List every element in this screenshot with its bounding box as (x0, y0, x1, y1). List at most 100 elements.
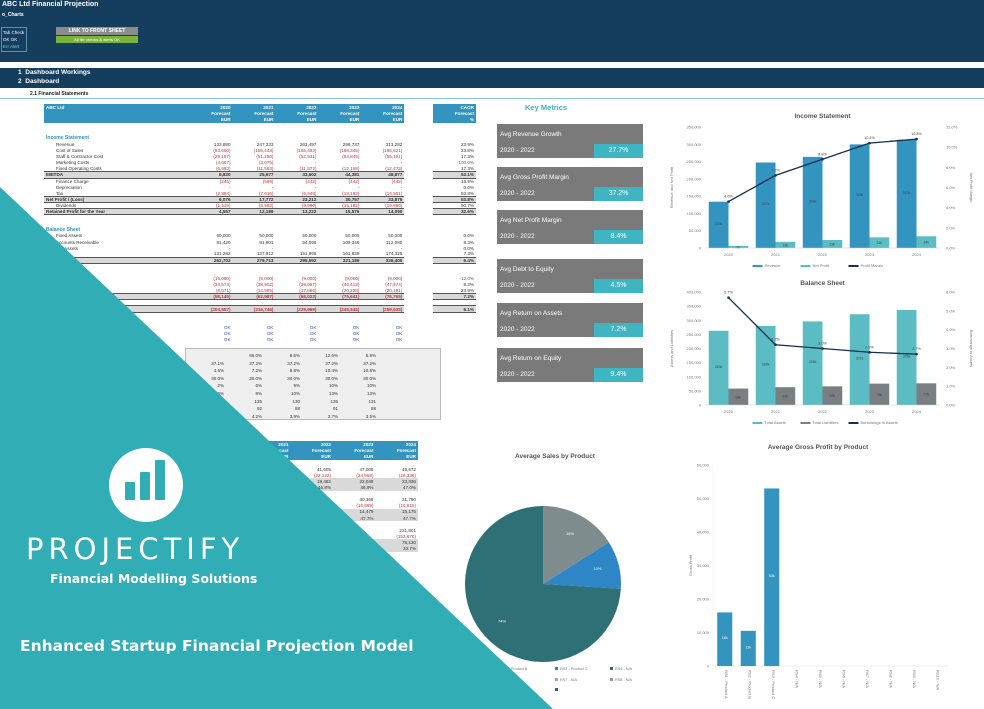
metric-value: 27.7% (594, 144, 643, 158)
metric-label: Avg Return on Assets (500, 310, 563, 317)
cell-value: (29,187) (213, 154, 231, 160)
svg-text:18k: 18k (783, 243, 789, 247)
ratio-value: 6% (255, 383, 262, 389)
bar (755, 325, 776, 405)
svg-text:Gross Profit: Gross Profit (688, 554, 693, 576)
svg-text:Average Sales by Product: Average Sales by Product (515, 453, 596, 460)
ratio-value: 3% (217, 390, 224, 396)
row-label: Finance Charge (56, 178, 89, 184)
ratio-value: 13% (366, 390, 376, 396)
bar (896, 139, 917, 248)
svg-text:10.8%: 10.8% (911, 132, 922, 136)
svg-text:RS7 - N/A: RS7 - N/A (560, 678, 578, 682)
ratio-value: 135 (254, 398, 262, 404)
metric-period: 2020 - 2022 (500, 147, 535, 154)
header-cell: EUR (189, 116, 233, 124)
nav-dashboard[interactable]: 2 Dashboard (18, 78, 60, 85)
chart-title: Balance Sheet (800, 280, 845, 287)
svg-text:RS2 - Product B: RS2 - Product B (500, 667, 528, 671)
svg-text:6.0%: 6.0% (946, 290, 956, 295)
key-metrics-title: Key Metrics (525, 103, 568, 112)
svg-text:2022: 2022 (818, 409, 828, 414)
divider (0, 98, 984, 99)
svg-text:2024: 2024 (912, 252, 922, 257)
metric-period: 2020 - 2022 (500, 233, 535, 240)
svg-text:Borrowings to Assets: Borrowings to Assets (969, 330, 974, 367)
metric-card: Avg Return on Assets 2020 - 2022 7.2% (497, 303, 643, 337)
ratio-row: 4.6% 7.2% 8.8% 10.4% 10.8% (186, 368, 440, 376)
header-cell: EUR (318, 116, 362, 124)
error-alert: Err Alert (3, 44, 20, 49)
svg-text:30,000: 30,000 (697, 563, 710, 568)
ratio-value: 37.2% (363, 360, 376, 366)
bar (849, 144, 870, 248)
metric-card: Avg Debt to Equity 2020 - 2022 4.5% (497, 259, 643, 293)
table-row: Staff & Contractor Cost (29,187) (51,250) (… (44, 153, 476, 160)
svg-text:5.7%: 5.7% (724, 291, 733, 295)
cell-value: (599) (262, 178, 274, 184)
ratio-value: 92 (256, 406, 262, 412)
table-row: Finance Charge (245) (599) (442) (442) (442) 1… (44, 178, 476, 185)
header-label (44, 116, 190, 124)
ratio-row: 151 92 88 91 88 (186, 406, 440, 414)
svg-text:10.4%: 10.4% (864, 136, 875, 140)
nav-dashboard-workings[interactable]: 1 Dashboard Workings (18, 69, 91, 76)
cagr-value: 15.9% (460, 178, 474, 184)
ratio-value: 13% (328, 390, 338, 396)
check-ok: OK (309, 337, 317, 342)
metric-card: Avg Return on Equity 2020 - 2022 9.4% (497, 348, 643, 382)
svg-text:3.2%: 3.2% (771, 338, 780, 342)
row-label: EBITDA (44, 171, 190, 179)
header-cell: EUR (361, 116, 405, 124)
bar (849, 314, 870, 405)
ratio-value: 5.9% (365, 353, 376, 358)
svg-text:4.6%: 4.6% (724, 195, 733, 199)
cell-value: (3,075) (258, 160, 274, 166)
ratio-value: 2% (217, 383, 224, 389)
svg-text:2023: 2023 (865, 252, 875, 257)
bar (708, 201, 729, 248)
cell-value: 8,820 (189, 171, 233, 179)
cell-value: - (314, 160, 317, 166)
cell-value: 133,880 (213, 142, 231, 147)
svg-text:RS5 - N/A: RS5 - N/A (818, 670, 823, 688)
pie-slice (543, 542, 621, 589)
cagr-header: % (433, 116, 476, 124)
svg-text:2022: 2022 (818, 252, 828, 257)
bar (728, 388, 749, 405)
bar (764, 488, 780, 666)
svg-text:0: 0 (707, 664, 710, 669)
svg-text:250,000: 250,000 (687, 159, 702, 164)
bar (717, 612, 733, 666)
bar (708, 330, 729, 405)
bar (775, 241, 796, 248)
header-cell: Forecast (275, 110, 319, 117)
svg-text:RS3 - Product C: RS3 - Product C (771, 670, 776, 699)
cell-value: (4,667) (215, 160, 231, 166)
tab-check-ok: OK (10, 37, 18, 42)
financial-statements-table: ABC Ltd 2020 2021 2022 2023 2024 CAGR Forecast F… (44, 104, 476, 343)
ratio-value: 10% (366, 383, 376, 389)
ratio-value: 7.2% (251, 368, 262, 374)
cell-value: (245) (219, 178, 231, 184)
svg-text:Borrowings to Assets: Borrowings to Assets (861, 420, 898, 425)
svg-text:150,000: 150,000 (687, 194, 702, 199)
header-cell: 2022 (275, 104, 319, 111)
metric-card: Avg Revenue Growth 2020 - 2022 27.7% (497, 124, 643, 158)
metric-period: 2020 - 2022 (500, 190, 535, 197)
svg-text:50,000: 50,000 (689, 388, 702, 393)
svg-text:Total Liabilities: Total Liabilities (813, 420, 839, 425)
svg-text:4.0%: 4.0% (946, 327, 956, 332)
link-to-front-sheet-button[interactable]: LINK TO FRONT SHEET (56, 27, 138, 35)
ratio-value: 30.0% (325, 375, 338, 381)
table-header-row: ABC Ltd 2020 2021 2022 2023 2024 CAGR (44, 104, 476, 111)
ratio-value: 10% (328, 383, 338, 389)
svg-text:100,000: 100,000 (687, 211, 702, 216)
section-heading: Income Statement (46, 135, 90, 142)
svg-text:4.0%: 4.0% (946, 205, 956, 210)
bar (916, 236, 937, 248)
bar (775, 387, 796, 405)
row-label: Revenue (56, 142, 75, 147)
svg-text:10.0%: 10.0% (946, 145, 958, 150)
cell-value: (188,345) (339, 148, 360, 154)
